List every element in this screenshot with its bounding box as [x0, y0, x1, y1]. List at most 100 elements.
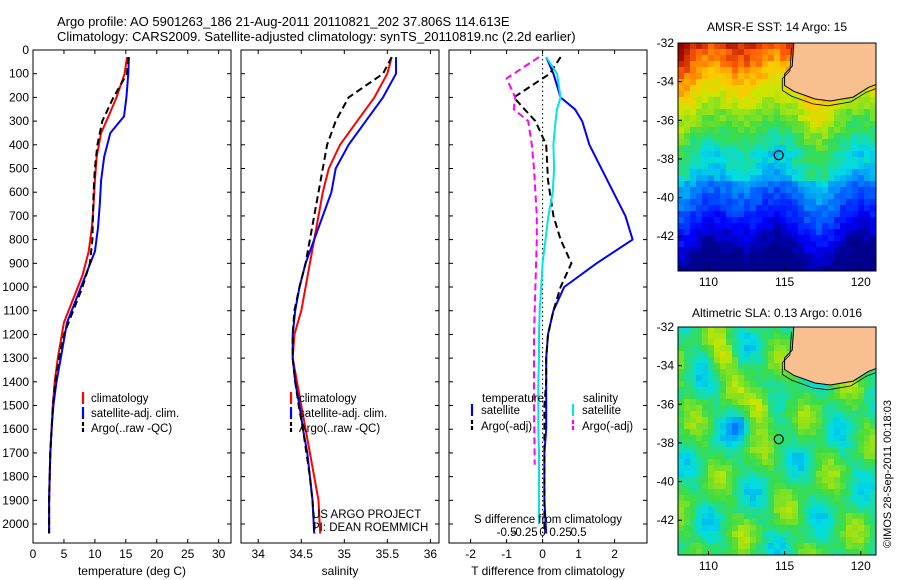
- field-cell: [810, 465, 817, 472]
- field-cell: [708, 157, 715, 164]
- field-cell: [768, 43, 775, 50]
- field-cell: [834, 465, 841, 472]
- field-cell: [714, 139, 721, 146]
- field-cell: [678, 247, 685, 254]
- field-cell: [738, 507, 745, 514]
- field-cell: [756, 145, 763, 152]
- field-cell: [822, 525, 829, 532]
- field-cell: [750, 109, 757, 116]
- field-cell: [852, 217, 859, 224]
- field-cell: [852, 495, 859, 502]
- field-cell: [774, 211, 781, 218]
- field-cell: [708, 435, 715, 442]
- field-cell: [690, 507, 697, 514]
- field-cell: [756, 121, 763, 128]
- field-cell: [714, 489, 721, 496]
- field-cell: [750, 97, 757, 104]
- sla-float-marker: [773, 434, 784, 445]
- field-cell: [714, 495, 721, 502]
- field-cell: [684, 163, 691, 170]
- field-cell: [792, 91, 799, 98]
- field-cell: [756, 265, 763, 271]
- field-cell: [780, 229, 787, 236]
- field-cell: [870, 157, 876, 164]
- field-cell: [834, 471, 841, 478]
- field-cell: [840, 465, 847, 472]
- field-cell: [762, 423, 769, 430]
- field-cell: [684, 217, 691, 224]
- field-cell: [852, 253, 859, 260]
- field-cell: [840, 543, 847, 550]
- field-cell: [714, 459, 721, 466]
- field-cell: [702, 193, 709, 200]
- field-cell: [750, 91, 757, 98]
- legend-label: satellite: [481, 405, 520, 417]
- field-cell: [690, 193, 697, 200]
- field-cell: [852, 175, 859, 182]
- field-cell: [714, 169, 721, 176]
- field-cell: [804, 399, 811, 406]
- field-cell: [678, 121, 685, 128]
- field-cell: [822, 223, 829, 230]
- field-cell: [822, 531, 829, 538]
- field-cell: [714, 247, 721, 254]
- field-cell: [756, 151, 763, 158]
- field-cell: [774, 363, 781, 370]
- field-cell: [768, 525, 775, 532]
- field-cell: [858, 91, 865, 98]
- field-cell: [756, 417, 763, 424]
- field-cell: [780, 393, 787, 400]
- field-cell: [792, 531, 799, 538]
- field-cell: [756, 507, 763, 514]
- field-cell: [708, 133, 715, 140]
- field-cell: [732, 501, 739, 508]
- field-cell: [750, 477, 757, 484]
- field-cell: [864, 157, 871, 164]
- field-cell: [720, 229, 727, 236]
- field-cell: [798, 187, 805, 194]
- field-cell: [828, 241, 835, 248]
- field-cell: [792, 241, 799, 248]
- field-cell: [864, 495, 871, 502]
- field-cell: [738, 369, 745, 376]
- field-cell: [828, 465, 835, 472]
- field-cell: [744, 199, 751, 206]
- field-cell: [822, 115, 829, 122]
- field-cell: [690, 537, 697, 544]
- field-cell: [870, 181, 876, 188]
- field-cell: [738, 429, 745, 436]
- field-cell: [762, 67, 769, 74]
- field-cell: [792, 205, 799, 212]
- field-cell: [702, 259, 709, 266]
- field-cell: [720, 223, 727, 230]
- field-cell: [852, 393, 859, 400]
- depth-tick-label: 600: [9, 185, 29, 199]
- field-cell: [744, 259, 751, 266]
- field-cell: [678, 393, 685, 400]
- field-cell: [780, 43, 787, 50]
- field-cell: [762, 333, 769, 340]
- field-cell: [846, 423, 853, 430]
- field-cell: [852, 531, 859, 538]
- field-cell: [816, 97, 823, 104]
- field-cell: [750, 537, 757, 544]
- field-cell: [726, 525, 733, 532]
- field-cell: [798, 205, 805, 212]
- field-cell: [846, 217, 853, 224]
- field-cell: [822, 187, 829, 194]
- field-cell: [678, 79, 685, 86]
- field-cell: [774, 549, 781, 555]
- field-cell: [780, 205, 787, 212]
- field-cell: [798, 109, 805, 116]
- field-cell: [846, 399, 853, 406]
- field-cell: [828, 531, 835, 538]
- field-cell: [684, 351, 691, 358]
- field-cell: [816, 151, 823, 158]
- field-cell: [822, 441, 829, 448]
- field-cell: [858, 253, 865, 260]
- field-cell: [732, 49, 739, 56]
- field-cell: [738, 211, 745, 218]
- field-cell: [696, 543, 703, 550]
- field-cell: [732, 483, 739, 490]
- field-cell: [708, 525, 715, 532]
